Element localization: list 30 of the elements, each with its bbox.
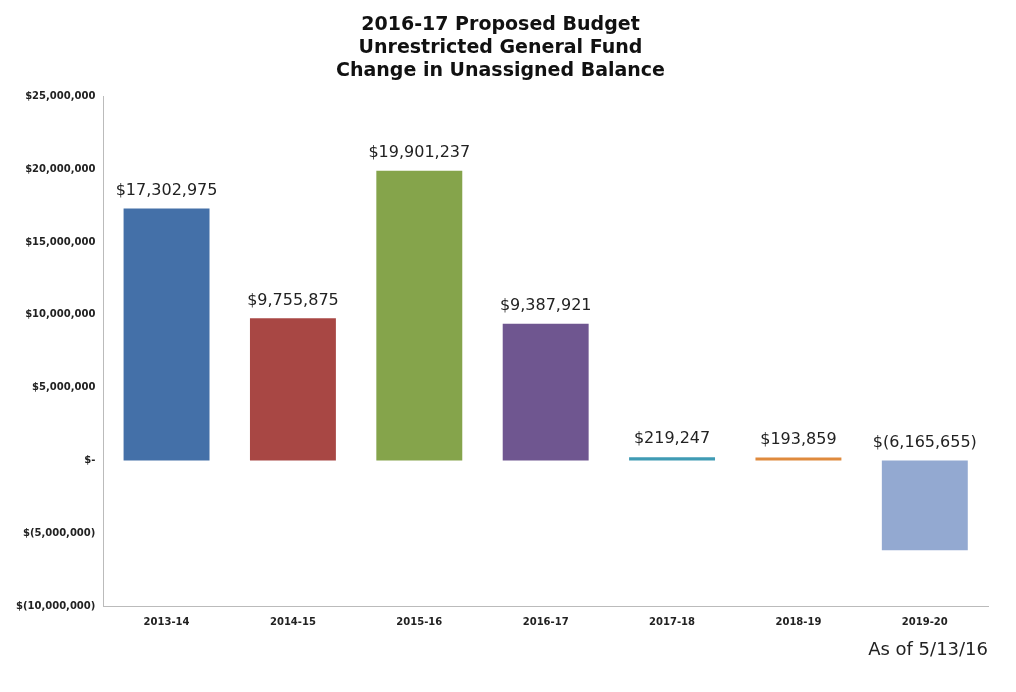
bar bbox=[502, 323, 589, 461]
bar bbox=[881, 460, 968, 551]
x-tick-label: 2018-19 bbox=[775, 615, 822, 627]
x-tick-label: 2017-18 bbox=[649, 615, 696, 627]
bar bbox=[376, 170, 463, 461]
x-tick-label: 2013-14 bbox=[143, 615, 190, 627]
y-tick-label: $5,000,000 bbox=[32, 381, 96, 393]
y-tick-label: $- bbox=[84, 453, 96, 465]
data-label: $9,755,875 bbox=[247, 289, 339, 309]
y-tick-label: $(5,000,000) bbox=[22, 526, 96, 538]
y-tick-label: $15,000,000 bbox=[25, 235, 96, 247]
y-tick-label: $10,000,000 bbox=[25, 308, 96, 320]
bar bbox=[629, 457, 716, 461]
text: As of 5/13/16 bbox=[867, 638, 989, 659]
data-label: $219,247 bbox=[633, 428, 711, 448]
data-label: $193,859 bbox=[760, 428, 837, 448]
data-label: $9,387,921 bbox=[499, 294, 592, 314]
x-tick-label: 2016-17 bbox=[522, 615, 569, 627]
data-label: $(6,165,655) bbox=[872, 431, 977, 451]
x-tick-label: 2015-16 bbox=[396, 615, 443, 627]
x-tick-label: 2019-20 bbox=[901, 615, 948, 627]
bar bbox=[123, 208, 210, 461]
data-label: $17,302,975 bbox=[115, 179, 218, 199]
y-tick-label: $(10,000,000) bbox=[15, 599, 96, 611]
x-tick-label: 2014-15 bbox=[269, 615, 316, 627]
y-tick-label: $20,000,000 bbox=[25, 162, 96, 174]
data-label: $19,901,237 bbox=[368, 141, 471, 161]
bar bbox=[249, 318, 336, 461]
chart-title: 2016-17 Proposed Budget Unrestricted General Fund Change in Unassigned Balance bbox=[335, 12, 666, 80]
y-tick-label: $25,000,000 bbox=[25, 89, 96, 101]
